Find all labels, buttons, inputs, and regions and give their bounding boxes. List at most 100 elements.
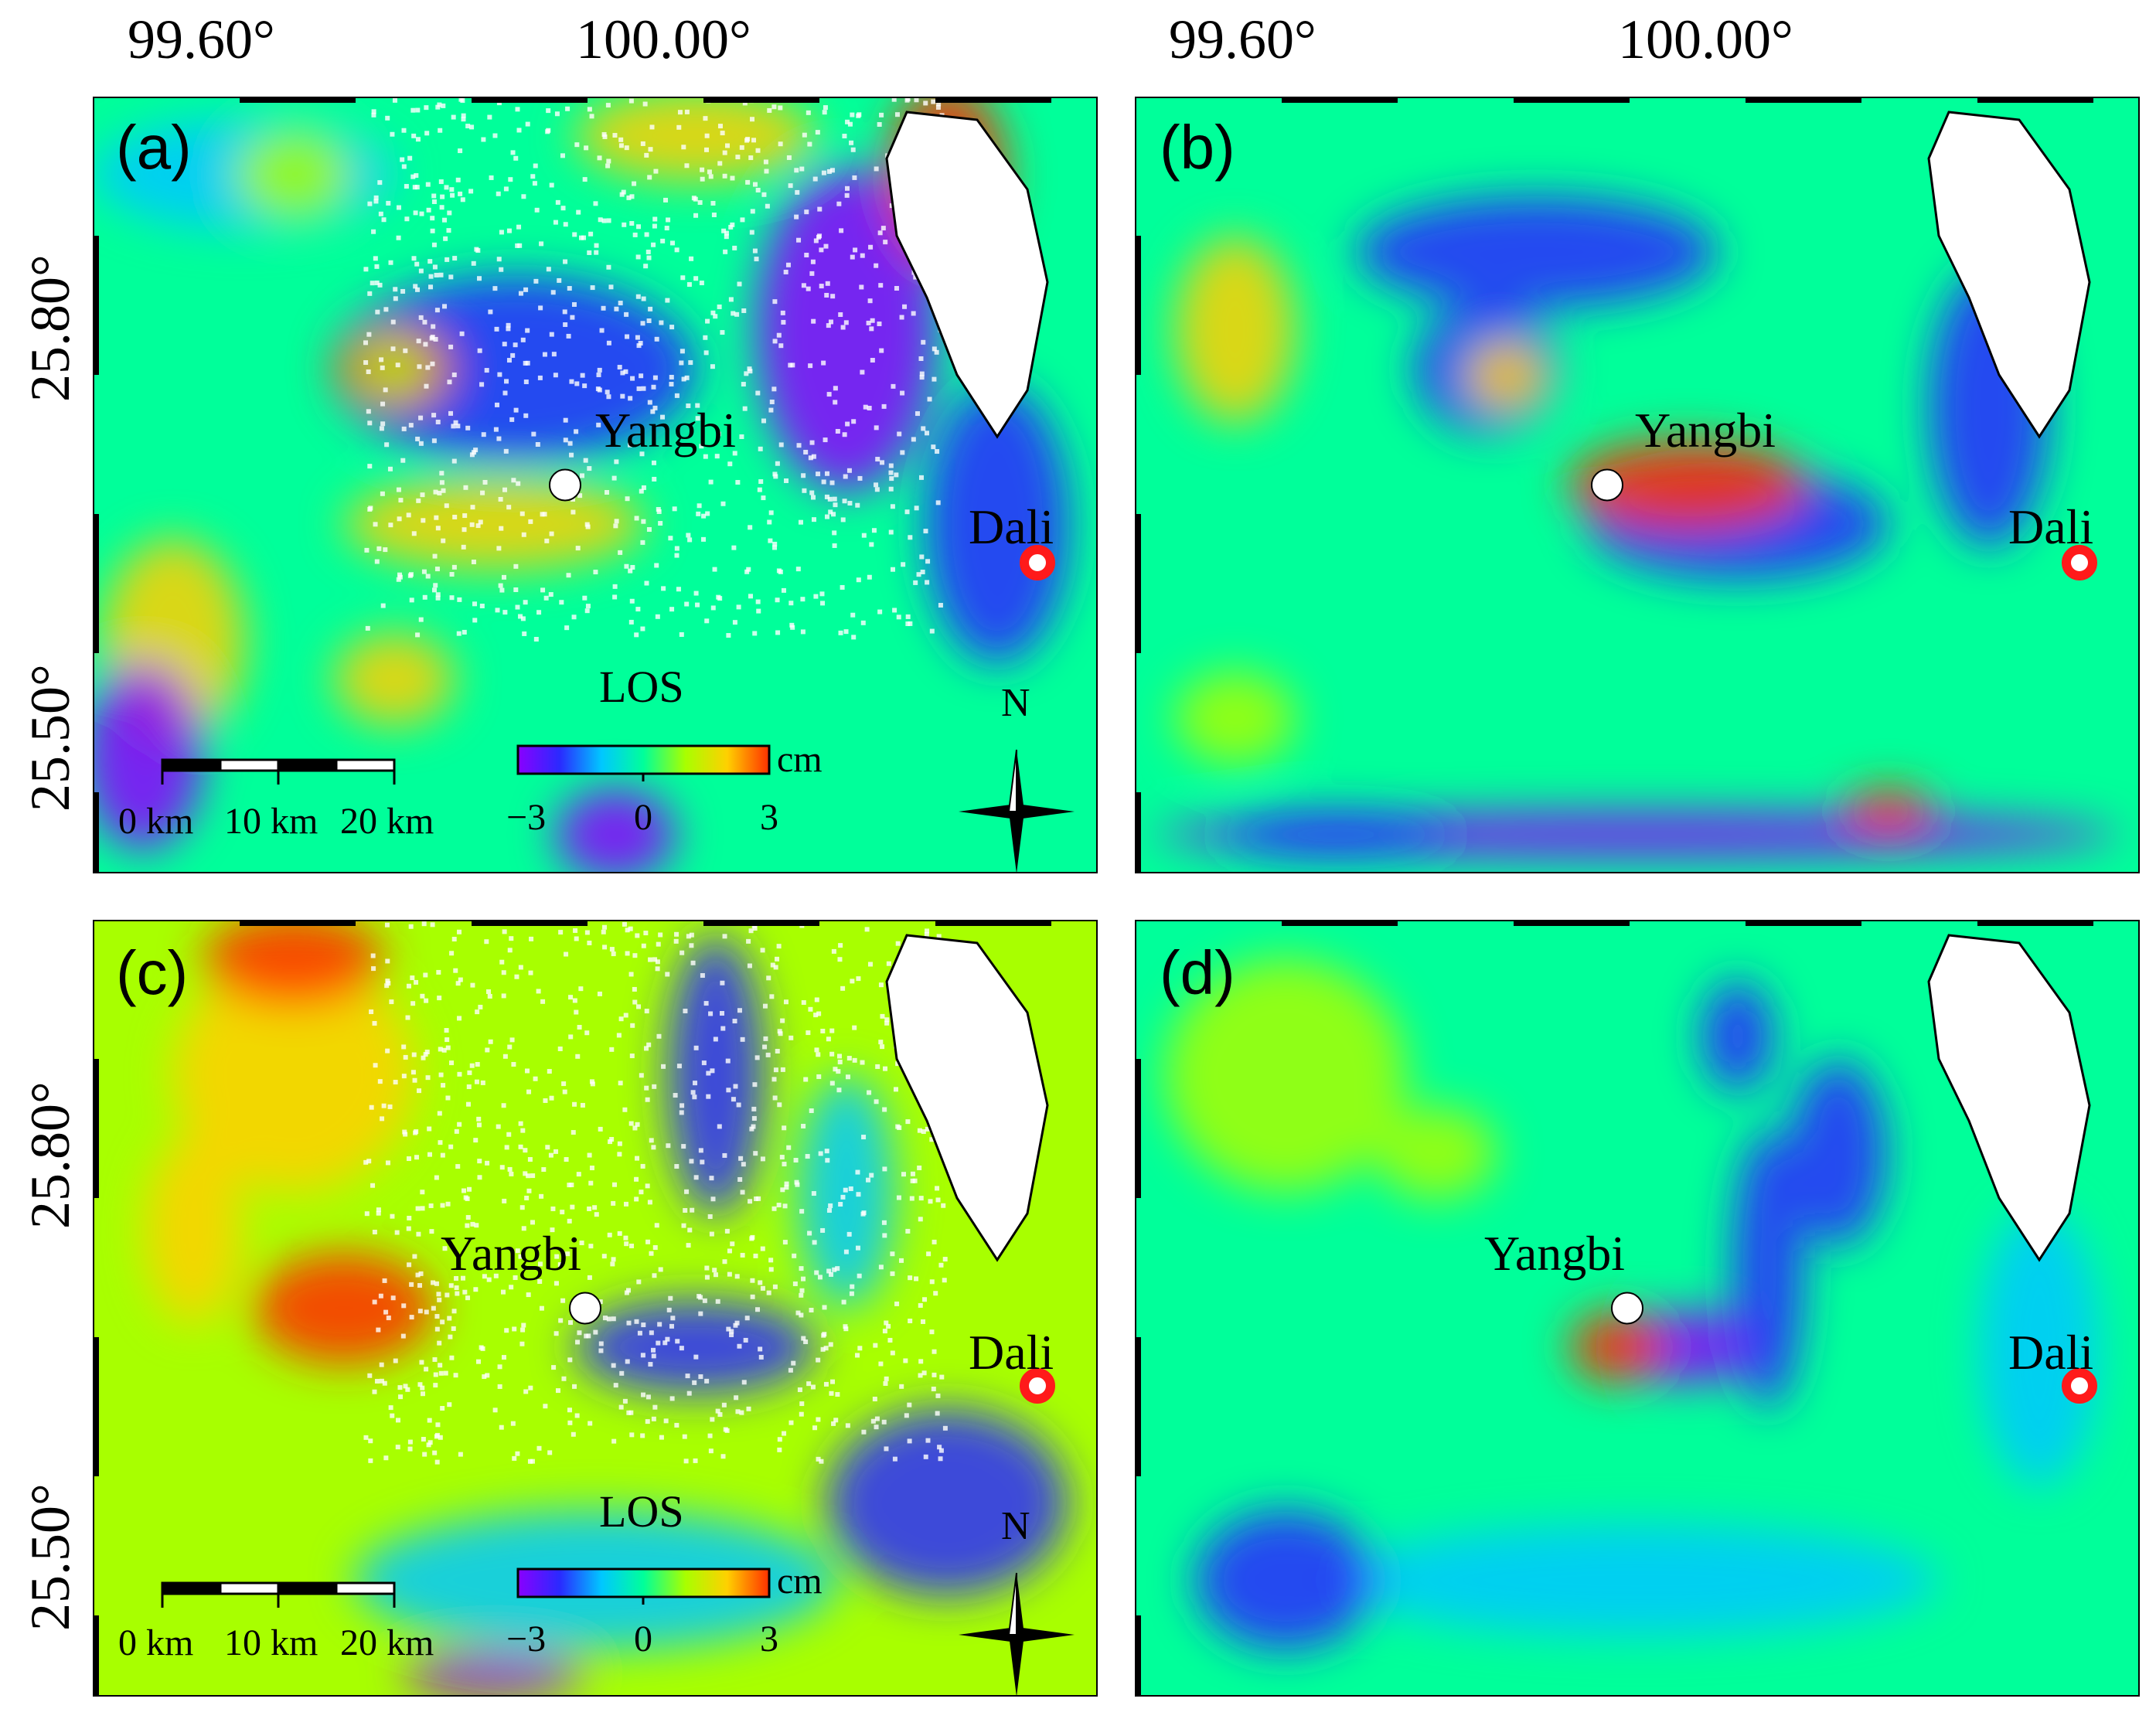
panel-b-dali-marker [2062, 545, 2097, 580]
panel-b-yangbi-marker [1591, 468, 1623, 502]
panel-c-dali-label: Dali [969, 1325, 1054, 1380]
panel-a-tick-left [93, 792, 99, 873]
panel-c-tick-top [240, 920, 356, 926]
panel-c-north-arrow [959, 1572, 1075, 1697]
panel-d-deformation-blob [1701, 980, 1774, 1093]
panel-a-dali-label: Dali [969, 499, 1054, 554]
panel-d-tick-left [1135, 1059, 1141, 1198]
panel-c-scale-0: 0 km [118, 1622, 194, 1663]
panel-b-frame [1135, 97, 2140, 873]
lon-label-right-2: 100.00° [1618, 9, 1793, 70]
panel-b-tick-top [1282, 97, 1398, 103]
panel-c-legend-title: LOS [599, 1486, 684, 1537]
panel-c-tick-top [935, 920, 1051, 926]
panel-d-tick-left [1135, 1615, 1141, 1697]
panel-a-tick-top [935, 97, 1051, 103]
panel-b-tick-top [1977, 97, 2093, 103]
panel-b-deformation-blob [1175, 671, 1296, 765]
panel-a-label: (a) [116, 113, 192, 182]
panel-b-tick-top [1514, 97, 1630, 103]
panel-c-tick-left [93, 1337, 99, 1476]
panel-d-tick-left [1135, 1337, 1141, 1476]
panel-c-yangbi-label: Yangbi [441, 1226, 581, 1281]
panel-a-tick-top [472, 97, 588, 103]
panel-d-deformation-blob [1568, 1309, 1666, 1384]
panel-a-erhai-lake [885, 111, 1049, 439]
panel-c-deformation-blob [254, 1252, 434, 1364]
panel-d-frame [1135, 920, 2140, 1697]
panel-a-deformation-blob [334, 632, 455, 727]
panel-a-yangbi-marker [549, 468, 581, 502]
panel-a-north-arrow [959, 749, 1075, 873]
panel-d-deformation-blob [1790, 1059, 1887, 1247]
panel-b-label: (b) [1160, 113, 1235, 182]
panel-c-scale-20: 20 km [340, 1622, 434, 1663]
panel-c-tick-top [703, 920, 819, 926]
panel-c-deformation-blob [145, 1137, 242, 1324]
lat-label-bottom-2: 25.50° [19, 1483, 81, 1631]
panel-c-yangbi-marker [569, 1292, 601, 1325]
panel-a-tick-left [93, 236, 99, 375]
panel-b-deformation-blob [1567, 438, 1808, 532]
lon-label-left-2: 100.00° [576, 9, 751, 70]
panel-d-deformation-blob [1732, 1129, 1804, 1410]
lon-label-left-1: 99.60° [128, 9, 275, 70]
panel-a-deformation-blob [925, 383, 1070, 664]
panel-c-frame [93, 920, 1098, 1697]
panel-d-deformation-blob [1979, 1207, 2100, 1487]
panel-d-deformation-blob [1195, 1510, 1376, 1650]
panel-b-deformation-blob [1175, 236, 1296, 424]
panel-b-tick-left [1135, 514, 1141, 653]
lat-label-top-2: 25.50° [19, 664, 81, 812]
panel-a-legend-unit: cm [777, 739, 823, 780]
panel-a-deformation-blob [756, 166, 937, 493]
panel-a-frame [93, 97, 1098, 873]
panel-c-colorbar [516, 1568, 771, 1598]
panel-b-tick-left [1135, 236, 1141, 375]
panel-b-deformation-blob [1464, 339, 1549, 414]
panel-d-label: (d) [1160, 938, 1235, 1007]
panel-c-dali-marker [1020, 1368, 1055, 1404]
panel-d-map [1135, 920, 2140, 1697]
panel-b-yangbi-label: Yangbi [1635, 403, 1776, 458]
panel-c-deformation-blob [575, 1300, 816, 1394]
panel-a-yangbi-label: Yangbi [595, 403, 736, 458]
panel-b-tick-left [1135, 792, 1141, 873]
panel-c-legend-tick-min: −3 [506, 1619, 547, 1659]
panel-d-tick-top [1514, 920, 1630, 926]
panel-a-legend-title: LOS [599, 662, 684, 712]
panel-c-tick-top [472, 920, 588, 926]
panel-c-deformation-blob [404, 1649, 585, 1697]
lon-label-right-1: 99.60° [1169, 9, 1316, 70]
panel-c-legend-tick-zero: 0 [634, 1619, 652, 1659]
panel-b-deformation-blob [1356, 196, 1718, 308]
panel-a-tick-top [240, 97, 356, 103]
panel-c-north-label: N [1001, 1504, 1030, 1548]
lat-label-top-1: 25.80° [19, 254, 81, 402]
panel-a-deformation-blob [575, 97, 816, 182]
panel-c-erhai-lake [885, 934, 1049, 1262]
panel-a-deformation-blob [358, 340, 431, 397]
panel-d-erhai-lake [1927, 934, 2091, 1262]
panel-c-map [93, 920, 1098, 1697]
panel-b-deformation-blob [1215, 811, 1456, 858]
panel-d-dali-marker [2062, 1368, 2097, 1404]
panel-a-scale-20: 20 km [340, 801, 434, 842]
panel-c-deformation-blob [667, 935, 765, 1215]
panel-d-dali-label: Dali [2008, 1325, 2094, 1380]
panel-d-tick-top [1977, 920, 2093, 926]
panel-c-deformation-blob [826, 1409, 1068, 1596]
panel-a-tick-top [703, 97, 819, 103]
panel-d-tick-top [1746, 920, 1861, 926]
panel-a-scale-0: 0 km [118, 801, 194, 842]
panel-d-yangbi-label: Yangbi [1484, 1226, 1625, 1281]
panel-a-legend-tick-max: 3 [760, 797, 778, 838]
panel-c-tick-left [93, 1059, 99, 1198]
lat-label-bottom-1: 25.80° [19, 1081, 81, 1229]
panel-a-north-label: N [1001, 681, 1030, 725]
panel-a-legend-tick-min: −3 [506, 797, 547, 838]
panel-b-erhai-lake [1927, 111, 2091, 439]
panel-d-deformation-blob [1376, 1106, 1497, 1200]
panel-a-scale-10: 10 km [224, 801, 318, 842]
panel-b-tick-top [1746, 97, 1861, 103]
